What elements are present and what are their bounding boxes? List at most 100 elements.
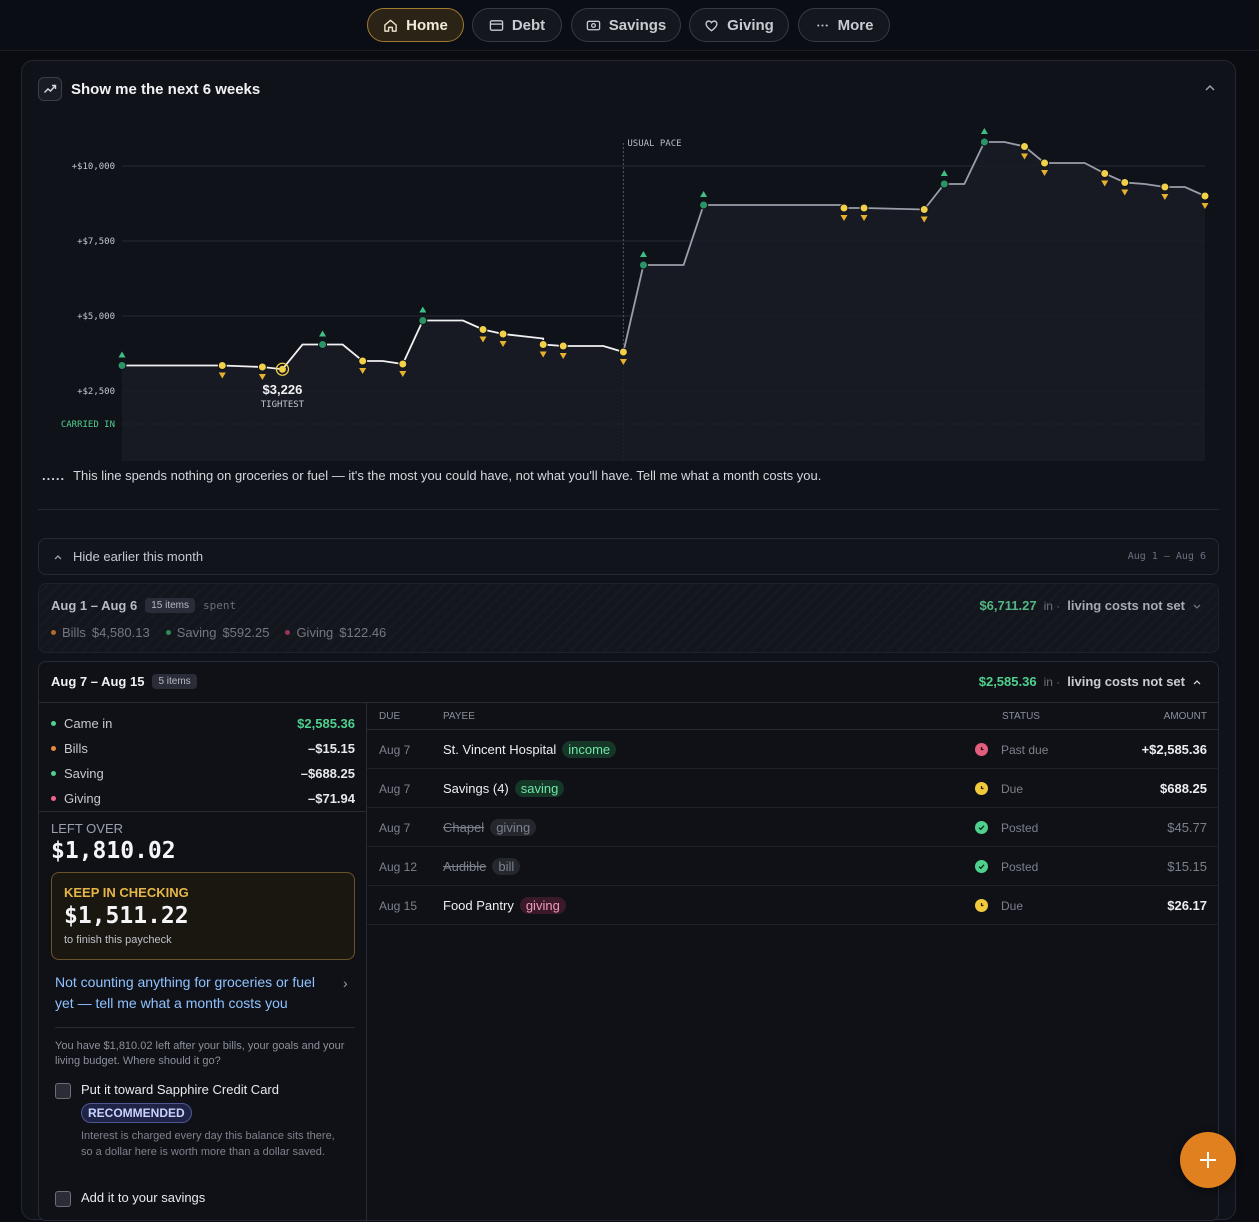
past-saving-value: $592.25 [222,625,270,640]
tab-savings-label: Savings [608,16,667,34]
tab-more-label: More [837,16,874,34]
down-arrow-marker [218,372,226,379]
period-summary: Came in $2,585.36 Bills –$15.15 Saving –… [39,703,367,1222]
up-arrow-marker [118,351,126,358]
bills-value: –$15.15 [308,740,355,756]
down-arrow-marker [479,336,487,343]
income-point [418,316,428,325]
expense-point [919,205,929,214]
income-point [699,200,709,210]
down-arrow-marker [840,215,848,221]
expense-point [478,325,488,334]
divider [55,1027,355,1028]
summary-bills: Bills –$15.15 [51,736,355,760]
check-icon [975,860,988,873]
option2-checkbox[interactable] [55,1191,71,1207]
row-status: Posted [975,847,1038,886]
row-amount: $15.15 [1167,859,1207,874]
tab-debt-label: Debt [511,16,546,34]
tab-savings[interactable]: Savings [571,8,681,42]
option1-checkbox[interactable] [55,1083,71,1099]
tab-giving[interactable]: Giving [689,8,789,42]
row-payee: Savings (4) saving [443,769,565,808]
bills-label: Bills [64,740,88,756]
recommended-badge: RECOMMENDED [81,1103,192,1123]
col-due: DUE [379,710,401,722]
y-tick-label: +$5,000 [77,312,115,322]
tab-more[interactable]: More [798,8,890,42]
down-arrow-marker [499,341,507,347]
option2-label[interactable]: Add it to your savings [81,1190,206,1205]
option1-description: Interest is charged every day this balan… [81,1130,335,1158]
tab-debt[interactable]: Debt [472,8,562,42]
row-status: Posted [975,808,1038,847]
past-period-card[interactable]: Aug 1 – Aug 6 15 items spent Bills $4,580… [38,583,1219,653]
check-icon [975,821,988,834]
table-row[interactable]: Aug 7 Chapel giving Posted $45.77 [367,808,1219,847]
chevron-down-icon[interactable] [1192,601,1202,611]
option1-label[interactable]: Put it toward Sapphire Credit Card [81,1082,279,1097]
past-in: in · [1043,598,1061,613]
expense-point [839,203,849,213]
heart-icon [705,19,718,31]
income-point [939,179,949,189]
forecast-header[interactable]: Show me the next 6 weeks [38,77,260,101]
leftover-label: LEFT OVER [51,821,124,836]
payee-name: St. Vincent Hospital [443,742,557,757]
hide-earlier-toggle[interactable]: Hide earlier this month Aug 1 – Aug 6 [38,538,1219,575]
chevron-up-icon[interactable] [1192,677,1202,687]
more-icon [816,23,828,27]
expense-point [398,359,408,369]
not-counting-link[interactable]: Not counting anything for groceries or f… [55,974,315,1011]
category-tag: saving [514,780,565,797]
chevron-up-icon[interactable] [1203,81,1217,95]
tightest-point [278,365,286,373]
up-arrow-marker [319,330,327,337]
payee-name: Audible [443,859,487,874]
table-row[interactable]: Aug 12 Audible bill Posted $15.15 [367,847,1219,886]
down-arrow-marker [539,351,547,358]
row-amount: +$2,585.36 [1141,742,1207,757]
tightest-label: TIGHTEST [261,400,305,410]
table-row[interactable]: Aug 15 Food Pantry giving Due $26.17 [367,886,1219,925]
row-due: Aug 7 [379,820,411,835]
trend-icon [38,77,62,101]
home-icon [384,19,397,32]
forecast-title: Show me the next 6 weeks [71,80,261,98]
tightest-value: $3,226 [263,382,303,397]
summary-giving: Giving –$71.94 [51,786,355,810]
add-button[interactable] [1180,1132,1236,1188]
past-giving: Giving $122.46 [285,625,386,640]
row-due: Aug 12 [379,859,418,874]
row-status: Due [975,769,1023,808]
expense-point [859,203,869,213]
past-living-costs: living costs not set [1067,598,1185,613]
table-row[interactable]: Aug 7 Savings (4) saving Due $688.25 [367,769,1219,808]
payee-name: Savings (4) [443,781,509,796]
current-period-header[interactable]: Aug 7 – Aug 15 5 items $2,585.36 in · li… [39,662,1218,703]
up-arrow-marker [639,251,647,257]
row-due: Aug 15 [379,898,418,913]
usual-pace-label: USUAL PACE [627,139,681,149]
col-amount: AMOUNT [1163,710,1207,722]
keep-value: $1,511.22 [64,903,189,929]
keep-label: KEEP IN CHECKING [64,885,189,900]
tab-home-label: Home [406,16,448,34]
up-arrow-marker [700,191,708,197]
table-row[interactable]: Aug 7 St. Vincent Hospital income Past du… [367,730,1219,769]
up-arrow-marker [980,128,988,134]
status-text: Due [1001,898,1024,913]
divider [39,811,367,812]
clock-icon [975,743,988,756]
expense-point [358,356,368,366]
chevron-right-icon[interactable]: › [343,975,348,991]
down-arrow-marker [1201,203,1209,209]
y-tick-label: +$10,000 [72,162,115,172]
summary-came-in: Came in $2,585.36 [51,711,355,735]
row-status: Due [975,886,1023,925]
keep-sub: to finish this paycheck [64,934,172,946]
dotted-line-legend: ..... [42,468,66,483]
past-giving-label: Giving [296,625,334,640]
past-period-title: Aug 1 – Aug 6 [51,598,138,613]
tab-home[interactable]: Home [367,8,464,42]
